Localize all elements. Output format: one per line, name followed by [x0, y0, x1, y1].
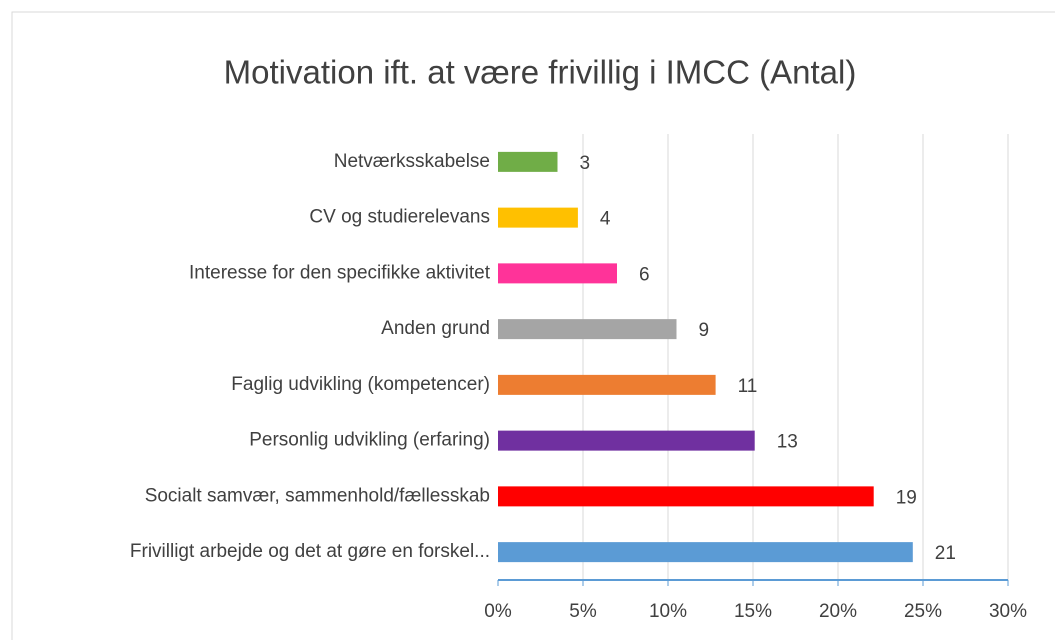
y-tick-label: CV og studierelevans — [309, 207, 490, 228]
bar — [498, 486, 874, 507]
x-tick-label: 10% — [649, 601, 687, 622]
chart-title: Motivation ift. at være frivillig i IMCC… — [224, 54, 857, 91]
data-label: 6 — [639, 264, 650, 285]
bar — [498, 207, 578, 228]
y-tick-label: Personlig udvikling (erfaring) — [249, 430, 490, 451]
x-tick-label: 0% — [484, 601, 512, 622]
bar — [498, 542, 913, 563]
y-tick-label: Faglig udvikling (kompetencer) — [231, 374, 490, 395]
bar — [498, 319, 677, 340]
bar — [498, 430, 755, 451]
data-label: 4 — [600, 209, 611, 230]
x-tick-label: 25% — [904, 601, 942, 622]
bar — [498, 151, 558, 172]
data-label: 3 — [580, 153, 591, 174]
data-label: 19 — [896, 487, 917, 508]
x-tick-label: 5% — [569, 601, 597, 622]
y-tick-label: Interesse for den specifikke aktivitet — [189, 262, 491, 283]
x-tick-label: 20% — [819, 601, 857, 622]
data-label: 21 — [935, 543, 956, 564]
y-tick-label: Anden grund — [381, 318, 490, 339]
data-label: 9 — [699, 320, 710, 341]
x-tick-label: 15% — [734, 601, 772, 622]
y-tick-label: Frivilligt arbejde og det at gøre en for… — [130, 541, 490, 562]
y-tick-label: Socialt samvær, sammenhold/fællesskab — [145, 485, 490, 506]
bar — [498, 263, 617, 284]
x-tick-label: 30% — [989, 601, 1027, 622]
data-label: 11 — [738, 376, 758, 397]
y-tick-label: Netværksskabelse — [334, 151, 490, 172]
bar — [498, 374, 716, 395]
data-label: 13 — [777, 432, 798, 453]
